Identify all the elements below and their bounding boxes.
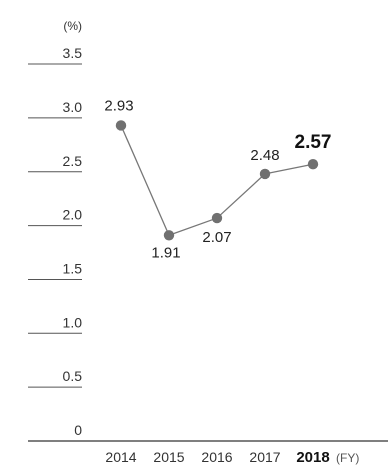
data-point [259,168,271,180]
x-tick-label: 2018 [296,449,329,466]
series-segment [264,163,314,175]
data-label: 2.57 [295,132,332,153]
x-tick-label: 2014 [105,449,136,465]
x-tick-label: 2016 [201,449,232,465]
y-tick-label: 3.0 [63,99,83,115]
series-line: 2.93 1.91 2.07 2.48 2.57 [104,97,331,261]
y-unit-label: (%) [63,19,82,33]
y-tick-label: 0.5 [63,368,83,384]
data-label: 2.07 [202,229,231,246]
data-point [307,159,319,170]
x-tick-label: 2017 [249,449,280,465]
data-point [115,120,127,131]
y-tick-label: 2.5 [63,153,83,169]
series-segment [216,173,266,219]
y-tick-label: 0 [74,422,82,438]
y-axis: 0 0.5 1.0 1.5 2.0 2.5 3.0 3.5 [28,45,82,438]
series-segment [168,217,218,236]
x-axis: 2014 2015 2016 2017 2018 [105,449,329,466]
data-label: 2.48 [250,147,279,164]
y-tick-label: 1.0 [63,314,83,330]
x-unit-label: (FY) [336,451,359,465]
x-tick-label: 2015 [153,449,184,465]
data-point [211,212,223,224]
data-label: 1.91 [151,244,180,261]
y-tick-label: 3.5 [63,45,83,61]
data-label: 2.93 [104,97,133,114]
series-segment [120,125,170,236]
y-tick-label: 1.5 [63,260,83,276]
y-tick-label: 2.0 [63,207,83,223]
data-point [163,230,175,241]
